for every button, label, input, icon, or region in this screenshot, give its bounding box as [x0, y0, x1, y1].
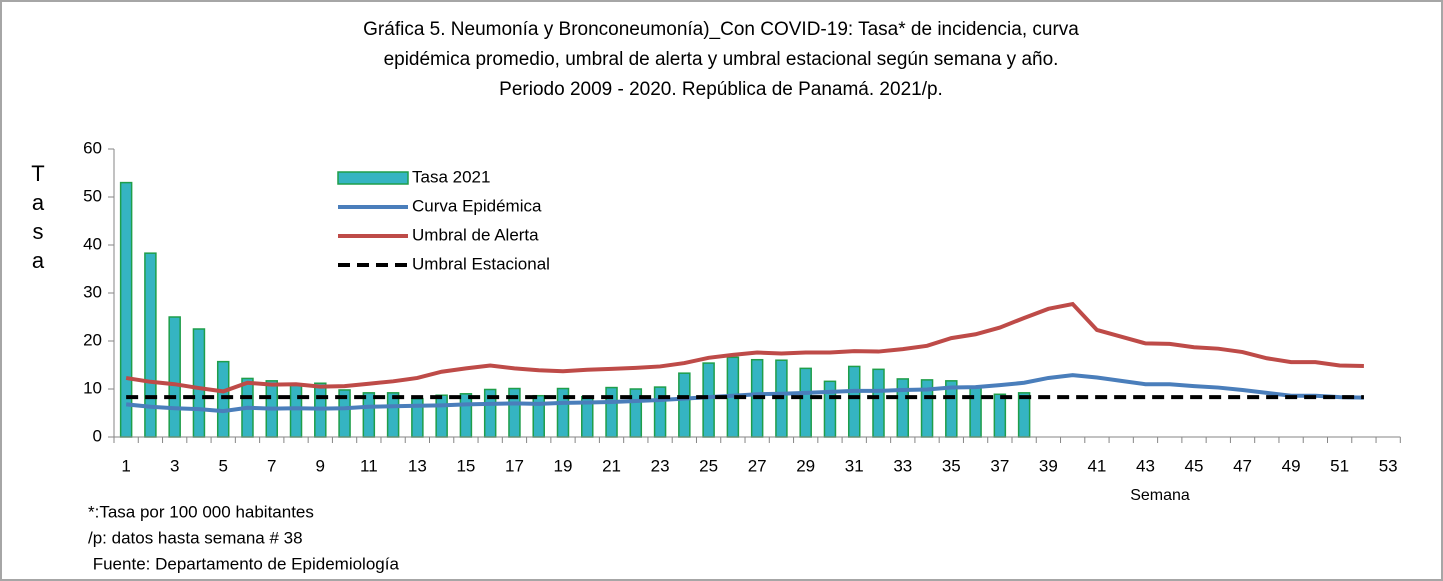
- chart-title-line: epidémica promedio, umbral de alerta y u…: [384, 49, 1059, 70]
- bar: [678, 372, 691, 438]
- bar: [362, 392, 376, 438]
- legend-label: Tasa 2021: [412, 167, 490, 186]
- x-tick-label: 45: [1185, 456, 1204, 475]
- x-tick-label: 5: [218, 456, 227, 475]
- x-tick-label: 25: [699, 456, 718, 475]
- x-tick-label: 31: [845, 456, 864, 475]
- bar: [993, 393, 1007, 438]
- legend-label: Umbral de Alerta: [412, 225, 539, 244]
- x-tick-label: 3: [170, 456, 179, 475]
- y-tick-label: 30: [83, 282, 102, 301]
- x-tick-label: 11: [360, 456, 378, 475]
- legend-label: Umbral Estacional: [412, 254, 550, 273]
- bar: [289, 383, 303, 438]
- y-axis-label-letter: s: [33, 219, 44, 244]
- y-tick-label: 40: [83, 234, 102, 253]
- bar: [192, 328, 206, 438]
- x-tick-label: 13: [408, 456, 427, 475]
- bar: [459, 393, 473, 438]
- legend-label: Curva Epidémica: [412, 196, 542, 215]
- x-tick-label: 29: [796, 456, 815, 475]
- bar: [168, 316, 181, 438]
- x-tick-label: 53: [1379, 456, 1398, 475]
- y-tick-label: 10: [83, 378, 102, 397]
- bar: [435, 394, 448, 438]
- y-tick-label: 50: [83, 186, 102, 205]
- y-axis-label-letter: a: [32, 190, 45, 215]
- x-tick-label: 15: [456, 456, 475, 475]
- bar: [823, 380, 837, 438]
- chart-title-line: Gráfica 5. Neumonía y Bronconeumonía)_Co…: [363, 19, 1079, 40]
- y-axis-label-letter: T: [31, 161, 44, 186]
- note: *:Tasa por 100 000 habitantes: [88, 502, 314, 521]
- bar: [386, 392, 400, 438]
- bar: [872, 368, 885, 438]
- x-axis-label: Semana: [1130, 487, 1190, 504]
- line: [125, 373, 1364, 414]
- y-tick-label: 20: [83, 330, 102, 349]
- x-tick-label: 51: [1330, 456, 1349, 475]
- x-tick-label: 49: [1282, 456, 1301, 475]
- y-tick-label: 0: [93, 426, 102, 445]
- bar: [896, 378, 910, 438]
- x-tick-label: 19: [554, 456, 573, 475]
- bar: [799, 367, 812, 438]
- note: Fuente: Departamento de Epidemiología: [88, 554, 399, 573]
- x-tick-label: 23: [651, 456, 670, 475]
- line: [125, 301, 1364, 394]
- bar: [216, 360, 230, 438]
- y-axis-label-letter: a: [32, 248, 45, 273]
- bar: [653, 386, 667, 438]
- x-tick-label: 7: [267, 456, 276, 475]
- x-tick-label: 1: [121, 456, 130, 475]
- x-tick-label: 41: [1087, 456, 1106, 475]
- bar: [144, 252, 157, 438]
- x-tick-label: 27: [748, 456, 767, 475]
- x-tick-label: 43: [1136, 456, 1155, 475]
- x-tick-label: 9: [316, 456, 325, 475]
- x-tick-label: 47: [1233, 456, 1252, 475]
- bar: [969, 386, 982, 438]
- note: /p: datos hasta semana # 38: [88, 528, 303, 547]
- bar: [702, 362, 715, 438]
- bar: [847, 365, 861, 438]
- x-tick-label: 33: [893, 456, 912, 475]
- x-tick-label: 39: [1039, 456, 1058, 475]
- bar: [605, 386, 618, 438]
- x-tick-label: 17: [505, 456, 524, 475]
- legend-swatch: [337, 171, 409, 185]
- chart-title-line: Periodo 2009 - 2020. República de Panamá…: [499, 79, 943, 100]
- y-tick-label: 60: [83, 138, 102, 157]
- x-tick-label: 37: [990, 456, 1009, 475]
- x-tick-label: 21: [602, 456, 621, 475]
- x-tick-label: 35: [942, 456, 961, 475]
- bar: [1017, 392, 1031, 438]
